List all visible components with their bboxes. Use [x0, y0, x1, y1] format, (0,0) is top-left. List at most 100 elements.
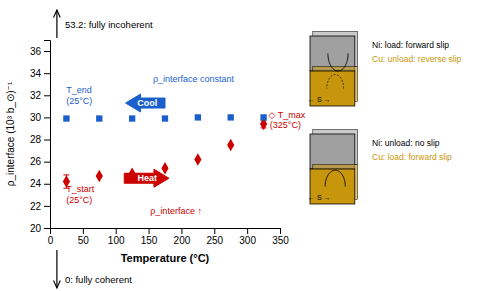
inset-caption: Ni: unload: no slip [372, 138, 440, 148]
annotation: T_start [66, 184, 95, 194]
y-tick-label: 36 [30, 46, 42, 57]
x-tick-mark [149, 228, 150, 234]
y-tick: 30 [30, 112, 50, 123]
y-tick-label: 32 [30, 90, 42, 101]
point [228, 114, 234, 120]
annotation: (25°C) [66, 96, 92, 106]
series-1 [63, 114, 266, 121]
x-tick-label: 100 [108, 235, 125, 246]
annotations: T_end(25°C)T_start(25°C)◇ T_max(325°C)ρ_… [66, 74, 306, 217]
x-tick-mark [247, 228, 248, 234]
y-tick-label: 28 [30, 134, 42, 145]
point [129, 168, 136, 180]
point [227, 139, 234, 151]
inset-spacing-label: ← S → [308, 96, 331, 103]
y-tick-mark [44, 51, 50, 52]
y-tick: 34 [30, 68, 50, 79]
x-tick: 350 [272, 228, 289, 246]
x-axis-title: Temperature (°C) [121, 252, 210, 264]
x-tick-label: 50 [78, 235, 90, 246]
x-tick-mark [280, 228, 281, 234]
y-tick: 26 [30, 156, 50, 167]
inset: ← S → [308, 129, 358, 204]
x-tick-mark [116, 228, 117, 234]
inset: ← S → [308, 31, 358, 106]
edge-note-arrow [56, 10, 57, 38]
point [260, 114, 266, 120]
y-tick: 22 [30, 201, 50, 212]
point [96, 115, 102, 121]
y-tick-label: 30 [30, 112, 42, 123]
inset-layer [310, 134, 355, 169]
annotation: (325°C) [270, 120, 301, 130]
process-arrow-label: Cool [137, 98, 157, 108]
annotation: ◇ T_max [269, 110, 306, 120]
x-tick-label: 250 [206, 235, 223, 246]
y-tick-mark [44, 140, 50, 141]
inset-loop [328, 54, 348, 72]
x-tick: 50 [78, 228, 90, 246]
y-tick-mark [44, 162, 50, 163]
y-tick-label: 22 [30, 201, 42, 212]
x-tick-mark [214, 228, 215, 234]
y-tick: 24 [30, 178, 50, 189]
point [195, 114, 201, 120]
plot-marks [63, 114, 267, 188]
x-tick-mark [181, 228, 182, 234]
inset-caption: Cu: unload: reverse slip [372, 54, 462, 64]
process-arrows: Cool Heat [124, 94, 169, 187]
point [96, 170, 103, 182]
inset-layer [310, 36, 355, 71]
x-tick: 250 [206, 228, 223, 246]
y-tick-label: 24 [30, 178, 42, 189]
x-tick-label: 0 [48, 235, 54, 246]
y-tick-label: 34 [30, 68, 42, 79]
point [161, 162, 168, 174]
y-tick-mark [44, 206, 50, 207]
y-tick: 28 [30, 134, 50, 145]
x-tick: 0 [48, 228, 54, 246]
x-tick-mark [83, 228, 84, 234]
y-tick-mark [44, 95, 50, 96]
process-arrow [126, 94, 165, 112]
x-tick-label: 200 [174, 235, 191, 246]
inset-caption: Cu: load: forward slip [372, 152, 452, 162]
annotation: ρ_interface constant [153, 74, 235, 84]
y-axis-line [44, 41, 51, 229]
x-tick: 100 [108, 228, 125, 246]
x-tick: 300 [239, 228, 256, 246]
series-0 [63, 118, 267, 188]
edge-note-arrow [56, 250, 57, 288]
y-axis: 20 22 24 26 28 30 32 34 36 [30, 41, 51, 234]
y-tick: 32 [30, 90, 50, 101]
y-tick-mark [44, 73, 50, 74]
x-axis-line [51, 229, 281, 235]
inset-loop [325, 170, 345, 186]
y-tick-mark [44, 117, 50, 118]
annotation: (25°C) [66, 195, 92, 205]
x-tick: 200 [174, 228, 191, 246]
x-tick-label: 150 [141, 235, 158, 246]
x-axis: 0 50 100 150 200 250 300 350 [48, 228, 290, 246]
x-tick-label: 300 [239, 235, 256, 246]
x-tick: 150 [141, 228, 158, 246]
inset-spacing-label: ← S → [308, 194, 331, 201]
process-arrow-label: Heat [137, 173, 157, 183]
y-tick: 36 [30, 46, 50, 57]
point [63, 115, 69, 121]
point [162, 115, 168, 121]
y-tick-label: 26 [30, 156, 42, 167]
inset-caption: Ni: load: forward slip [372, 40, 449, 50]
y-tick-mark [44, 184, 50, 185]
y-tick-mark [44, 228, 50, 229]
annotation: T_end [66, 85, 92, 95]
edge-note: 53.2: fully incoherent [65, 19, 153, 30]
edge-note: 0: fully coherent [65, 274, 132, 285]
inset-loop-dashed [327, 75, 344, 89]
y-tick: 20 [30, 223, 50, 234]
y-tick-label: 20 [30, 223, 42, 234]
x-tick-label: 350 [272, 235, 289, 246]
chart: 0 50 100 150 200 250 300 350 20 22 24 26 28 30 32 34 36 T… [0, 0, 500, 291]
y-axis-title: ρ_interface (10³ b_⊙)⁻¹ [5, 81, 16, 186]
error-bar-cap [63, 174, 69, 175]
